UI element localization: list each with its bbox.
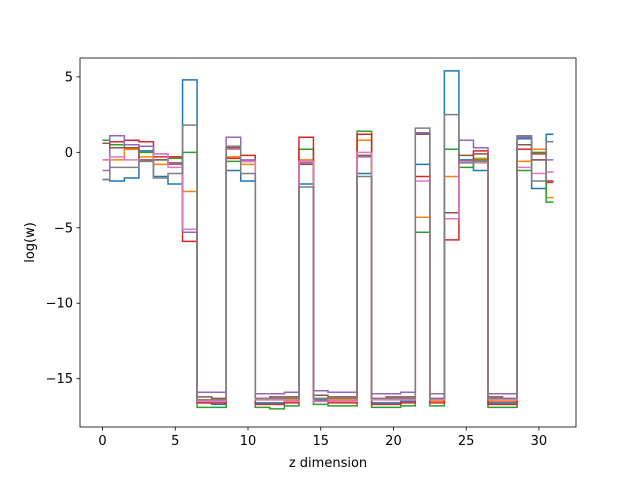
series-line-4 bbox=[102, 133, 554, 406]
y-tick-label: 5 bbox=[65, 70, 73, 85]
x-tick-label: 5 bbox=[171, 434, 179, 449]
y-tick-label: −5 bbox=[54, 221, 73, 236]
x-tick-label: 0 bbox=[98, 434, 106, 449]
series-line-7 bbox=[102, 148, 554, 403]
series-layer bbox=[102, 70, 554, 410]
x-tick-label: 15 bbox=[312, 434, 329, 449]
series-line-8 bbox=[102, 113, 554, 401]
series-line-1 bbox=[102, 70, 554, 406]
axes-frame bbox=[79, 57, 577, 428]
x-tick-label: 25 bbox=[458, 434, 475, 449]
y-axis-ticks: 5 0 −5 −10 −15 bbox=[46, 70, 80, 387]
x-tick-label: 10 bbox=[240, 434, 257, 449]
y-tick-label: −15 bbox=[46, 372, 73, 387]
x-tick-label: 20 bbox=[385, 434, 402, 449]
y-axis-label: log(w) bbox=[23, 222, 38, 263]
x-axis-label: z dimension bbox=[289, 456, 367, 471]
y-tick-label: −10 bbox=[46, 297, 73, 312]
x-tick-label: 30 bbox=[531, 434, 548, 449]
y-tick-label: 0 bbox=[65, 146, 73, 161]
x-axis-ticks: 0 5 10 15 20 25 30 bbox=[98, 427, 547, 449]
